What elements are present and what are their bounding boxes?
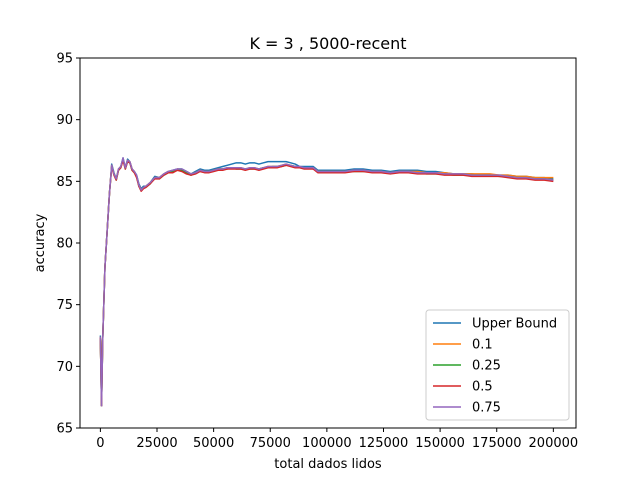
y-tick-label: 95 [56,52,73,67]
y-axis-label: accuracy [33,213,48,272]
y-tick-label: 80 [56,237,73,252]
x-tick-label: 50000 [193,436,234,451]
legend-label: 0.75 [472,401,501,416]
plot-area [79,57,577,429]
legend-label: 0.5 [472,380,493,395]
x-tick-label: 125000 [359,436,409,451]
y-axis-ticks: 65 70 75 80 85 90 95 [56,52,80,437]
legend-label: 0.1 [472,338,493,353]
series-lines [99,157,554,407]
chart-title: K = 3 , 5000-recent [249,34,406,53]
x-axis-ticks: 0 25000 50000 75000 100000 125000 150000 175000… [96,428,578,451]
y-tick-label: 75 [56,298,73,313]
legend-items: Upper Bound 0.1 0.25 0.5 0.75 [433,317,557,416]
y-tick-label: 85 [56,175,73,190]
x-tick-label: 75000 [250,436,291,451]
x-tick-label: 0 [96,436,104,451]
x-tick-label: 200000 [529,436,579,451]
y-tick-label: 65 [56,422,73,437]
legend: Upper Bound 0.1 0.25 0.5 0.75 [425,309,570,421]
legend-label: Upper Bound [472,317,557,332]
x-tick-label: 100000 [302,436,352,451]
series-line-4 [99,157,554,407]
x-tick-label: 175000 [472,436,522,451]
x-axis-label: total dados lidos [274,457,382,472]
y-tick-label: 90 [56,113,73,128]
x-tick-label: 25000 [136,436,177,451]
legend-label: 0.25 [472,359,501,374]
x-tick-label: 150000 [415,436,465,451]
legend-box [425,309,570,421]
y-tick-label: 70 [56,360,73,375]
